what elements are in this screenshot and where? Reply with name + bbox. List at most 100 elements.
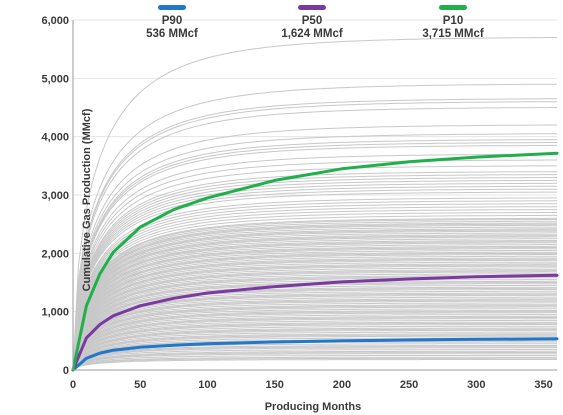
type-curve-45	[72, 242, 557, 371]
type-curve-53	[72, 254, 557, 371]
type-curve-33	[72, 224, 557, 371]
type-curve-116	[72, 346, 557, 371]
type-curve-62	[72, 267, 557, 371]
y-axis-title: Cumulative Gas Production (MMcf)	[81, 108, 93, 291]
y-tick-label-3: 3,000	[41, 190, 69, 202]
type-curve-3	[72, 101, 557, 371]
type-curve-123	[72, 356, 557, 371]
type-curve-76	[72, 287, 557, 371]
type-curve-92	[72, 311, 557, 371]
type-curve-12	[72, 165, 558, 371]
type-curve-107	[72, 333, 557, 371]
y-tick-label-5: 5,000	[41, 73, 69, 85]
x-tick-label-7: 350	[534, 379, 552, 391]
type-curve-101	[72, 324, 557, 371]
type-curve-120	[72, 352, 557, 371]
type-curve-43	[72, 240, 557, 371]
type-curve-9	[72, 144, 557, 371]
type-curve-88	[72, 305, 557, 371]
type-curve-11	[72, 159, 557, 371]
type-curve-39	[72, 234, 557, 371]
y-tick-label-2: 2,000	[41, 248, 69, 260]
type-curve-87	[72, 304, 557, 371]
type-curve-63	[72, 269, 557, 371]
type-curve-34	[72, 226, 557, 371]
series-line-p90	[71, 337, 559, 372]
tick-labels: 0 50 100 150 200 250 300 350 0 1,000 2,000 3,000 4,0…	[41, 15, 552, 391]
type-curve-93	[72, 312, 557, 371]
legend-label-p90: P90 536 MMcf	[117, 15, 227, 41]
type-curve-49	[72, 248, 557, 371]
x-tick-label-0: 0	[70, 379, 76, 391]
type-curve-48	[72, 247, 557, 371]
type-curve-20	[72, 191, 557, 371]
type-curve-42	[72, 238, 557, 371]
type-curve-118	[72, 349, 557, 371]
type-curve-4	[72, 107, 557, 371]
type-curve-15	[72, 177, 557, 371]
x-tick-label-5: 250	[400, 379, 418, 391]
type-curve-94	[72, 314, 557, 371]
type-curve-56	[72, 258, 557, 371]
type-curve-13	[72, 171, 557, 371]
type-curve-60	[72, 264, 557, 371]
type-curve-6	[72, 133, 558, 371]
type-curve-57	[72, 259, 557, 371]
type-curve-55	[72, 257, 557, 371]
legend-value-p90: 536 MMcf	[146, 28, 198, 40]
type-curve-29	[72, 219, 557, 371]
legend-swatch-p90	[158, 5, 186, 10]
type-curve-8	[72, 142, 557, 371]
type-curve-27	[72, 214, 557, 371]
type-curve-28	[72, 217, 557, 371]
legend-name-p50: P50	[301, 15, 323, 27]
legend-swatch-p50	[298, 5, 326, 10]
type-curve-0	[72, 37, 557, 371]
type-curve-22	[72, 200, 557, 371]
type-curve-36	[72, 229, 557, 371]
type-curve-102	[72, 325, 557, 371]
type-curve-119	[72, 350, 557, 371]
type-curve-35	[72, 228, 557, 371]
percentile-series	[71, 151, 559, 372]
type-curve-31	[72, 222, 557, 371]
type-curve-65	[72, 271, 557, 371]
series-line-p50	[71, 273, 559, 372]
type-curve-91	[72, 310, 557, 371]
legend-value-p10: 3,715 MMcf	[422, 28, 484, 40]
type-curve-96	[72, 317, 557, 371]
type-curve-81	[72, 294, 557, 371]
type-curve-70	[72, 279, 557, 371]
type-curve-46	[72, 244, 557, 371]
type-curve-7	[72, 139, 557, 371]
legend-swatch-p10	[439, 5, 467, 10]
type-curve-54	[72, 255, 557, 371]
type-curve-105	[72, 329, 557, 371]
type-curve-89	[72, 306, 557, 371]
type-curve-90	[72, 308, 557, 371]
type-curve-58	[72, 261, 557, 371]
type-curve-38	[72, 232, 557, 371]
type-curve-37	[72, 230, 557, 371]
y-tick-label-1: 1,000	[41, 307, 69, 319]
type-curve-14	[72, 174, 557, 371]
type-curve-17	[72, 182, 558, 371]
type-curve-41	[72, 236, 557, 371]
type-curve-86	[72, 302, 557, 371]
legend-name-p90: P90	[161, 15, 183, 27]
type-curve-121	[72, 353, 557, 371]
type-curve-64	[72, 270, 557, 371]
x-tick-label-3: 150	[265, 379, 283, 391]
type-curve-10	[72, 153, 557, 371]
y-tick-label-6: 6,000	[41, 15, 69, 27]
type-curve-66	[72, 273, 557, 371]
type-curve-19	[72, 188, 557, 371]
type-curve-18	[72, 185, 557, 371]
series-line-p10	[71, 151, 559, 372]
type-curve-115	[72, 345, 557, 371]
axes	[72, 20, 557, 371]
legend-name-p10: P10	[442, 15, 464, 27]
type-curve-74	[72, 284, 557, 371]
legend-value-p50: 1,624 MMcf	[281, 28, 343, 40]
